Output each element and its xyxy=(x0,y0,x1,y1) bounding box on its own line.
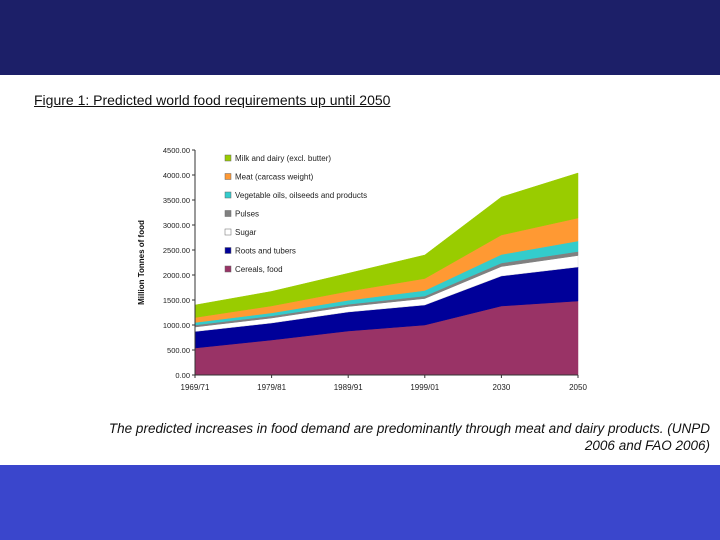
y-tick-label: 500.00 xyxy=(167,346,190,355)
y-tick-label: 1500.00 xyxy=(163,296,190,305)
y-tick-label: 3000.00 xyxy=(163,221,190,230)
legend-label: Roots and tubers xyxy=(235,247,296,256)
legend-label: Vegetable oils, oilseeds and products xyxy=(235,191,367,200)
bottom-banner xyxy=(0,465,720,540)
x-tick-label: 1979/81 xyxy=(257,383,286,392)
legend-swatch xyxy=(224,154,232,162)
legend-swatch xyxy=(224,265,232,273)
x-tick-label: 1999/01 xyxy=(410,383,439,392)
figure-title: Figure 1: Predicted world food requireme… xyxy=(34,92,391,108)
axes-group: 0.00 500.00 1000.00 1500.00 2000.00 2500.00 30… xyxy=(137,146,587,392)
y-tick-label: 0.00 xyxy=(175,371,190,380)
y-tick-label: 4000.00 xyxy=(163,171,190,180)
legend-swatch xyxy=(224,191,232,199)
x-tick-label: 2030 xyxy=(493,383,511,392)
y-tick-label: 3500.00 xyxy=(163,196,190,205)
area-series-group xyxy=(194,172,579,376)
caption-line-2: 2006 and FAO 2006) xyxy=(584,438,710,453)
top-banner xyxy=(0,0,720,75)
x-tick-label: 1969/71 xyxy=(181,383,210,392)
y-tick-label: 1000.00 xyxy=(163,321,190,330)
figure-caption: The predicted increases in food demand a… xyxy=(30,420,710,454)
legend-label: Cereals, food xyxy=(235,265,283,274)
y-tick-label: 2500.00 xyxy=(163,246,190,255)
area-6 xyxy=(194,172,579,318)
stacked-area-chart: 0.00 500.00 1000.00 1500.00 2000.00 2500.00 30… xyxy=(130,140,600,400)
legend-label: Milk and dairy (excl. butter) xyxy=(235,154,331,163)
legend-swatch xyxy=(224,247,232,254)
y-axis-title: Million Tonnes of food xyxy=(137,220,146,305)
legend-swatch xyxy=(224,210,232,217)
legend-swatch xyxy=(224,173,232,180)
legend-label: Meat (carcass weight) xyxy=(235,173,314,182)
caption-line-1: The predicted increases in food demand a… xyxy=(108,421,710,436)
y-tick-label: 4500.00 xyxy=(163,146,190,155)
y-tick-label: 2000.00 xyxy=(163,271,190,280)
legend-label: Sugar xyxy=(235,228,257,237)
legend: Milk and dairy (excl. butter) Meat (carca… xyxy=(224,154,367,274)
x-tick-label: 2050 xyxy=(569,383,587,392)
x-tick-label: 1989/91 xyxy=(334,383,363,392)
chart-svg: 0.00 500.00 1000.00 1500.00 2000.00 2500.00 30… xyxy=(137,146,587,392)
legend-swatch xyxy=(224,228,232,236)
legend-label: Pulses xyxy=(235,210,259,219)
